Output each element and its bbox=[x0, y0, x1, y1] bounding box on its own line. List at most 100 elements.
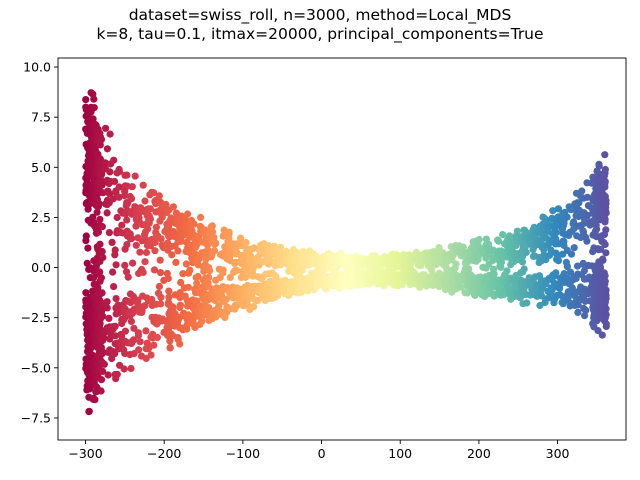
data-point bbox=[108, 238, 116, 246]
data-point bbox=[96, 268, 104, 276]
data-point bbox=[127, 317, 135, 325]
data-point bbox=[93, 208, 101, 216]
data-point bbox=[150, 341, 158, 349]
data-point bbox=[162, 200, 170, 209]
data-point bbox=[573, 262, 582, 270]
data-point bbox=[518, 258, 527, 266]
data-point bbox=[210, 233, 218, 241]
data-point bbox=[98, 223, 106, 231]
data-point bbox=[232, 302, 241, 310]
data-point bbox=[597, 245, 605, 253]
data-point bbox=[596, 264, 605, 272]
data-point bbox=[595, 162, 603, 170]
data-point bbox=[128, 183, 136, 191]
data-point bbox=[232, 258, 240, 266]
data-point bbox=[554, 257, 563, 265]
data-point bbox=[198, 317, 206, 325]
data-point bbox=[582, 306, 590, 314]
data-point bbox=[602, 196, 610, 204]
x-tick-label: 100 bbox=[388, 446, 412, 461]
data-point bbox=[601, 240, 609, 249]
data-point bbox=[563, 213, 571, 221]
points-layer bbox=[82, 89, 610, 416]
data-point bbox=[205, 273, 213, 281]
data-point bbox=[186, 266, 194, 274]
data-point bbox=[580, 267, 589, 275]
data-point bbox=[121, 327, 129, 335]
data-point bbox=[112, 295, 120, 303]
data-point bbox=[106, 130, 114, 138]
data-point bbox=[98, 247, 106, 256]
data-point bbox=[520, 265, 528, 273]
data-point bbox=[135, 346, 143, 354]
data-point bbox=[475, 235, 483, 244]
data-point bbox=[102, 124, 110, 132]
data-point bbox=[601, 277, 609, 285]
data-point bbox=[465, 265, 473, 273]
data-point bbox=[99, 253, 107, 262]
data-point bbox=[560, 219, 568, 227]
y-tick-label: −7.5 bbox=[21, 410, 51, 425]
data-point bbox=[100, 360, 108, 368]
data-point bbox=[150, 189, 158, 197]
data-point bbox=[208, 222, 216, 230]
data-point bbox=[601, 215, 609, 223]
x-tick-label: 200 bbox=[467, 446, 491, 461]
data-point bbox=[575, 199, 583, 207]
y-tick-label: −2.5 bbox=[21, 310, 51, 325]
data-point bbox=[503, 267, 511, 275]
data-point bbox=[152, 223, 160, 231]
data-point bbox=[123, 241, 131, 249]
data-point bbox=[176, 340, 184, 348]
data-point bbox=[105, 314, 113, 322]
x-tick-label: −200 bbox=[147, 446, 181, 461]
data-point bbox=[115, 183, 123, 191]
data-point bbox=[601, 151, 609, 159]
data-point bbox=[601, 272, 609, 280]
y-tick-label: 10.0 bbox=[23, 60, 51, 75]
data-point bbox=[146, 215, 155, 223]
data-point bbox=[598, 331, 606, 339]
data-point bbox=[130, 324, 138, 332]
data-point bbox=[193, 297, 201, 305]
data-point bbox=[210, 247, 219, 255]
data-point bbox=[96, 215, 104, 223]
data-point bbox=[552, 229, 560, 237]
data-point bbox=[165, 287, 173, 295]
data-point bbox=[601, 183, 609, 191]
data-point bbox=[522, 248, 530, 257]
data-point bbox=[554, 205, 563, 213]
data-point bbox=[94, 228, 102, 236]
data-point bbox=[96, 240, 104, 248]
data-point bbox=[459, 243, 467, 251]
data-point bbox=[110, 156, 118, 164]
data-point bbox=[112, 261, 120, 269]
y-axis-ticks: −7.5 −5.0 −2.5 0.0 2.5 5.0 7.5 10.0 bbox=[21, 60, 58, 425]
data-point bbox=[115, 193, 123, 201]
data-point bbox=[99, 367, 107, 375]
data-point bbox=[206, 267, 214, 275]
data-point bbox=[148, 295, 156, 304]
data-point bbox=[574, 212, 583, 221]
data-point bbox=[602, 209, 610, 217]
data-point bbox=[141, 302, 149, 310]
data-point bbox=[153, 333, 161, 342]
data-point bbox=[142, 236, 150, 244]
data-point bbox=[147, 351, 155, 359]
data-point bbox=[272, 272, 280, 281]
data-point bbox=[130, 336, 138, 344]
data-point bbox=[226, 273, 234, 282]
data-point bbox=[111, 177, 119, 186]
data-point bbox=[158, 213, 166, 221]
data-point bbox=[103, 298, 111, 306]
data-point bbox=[601, 165, 610, 174]
data-point bbox=[84, 244, 92, 252]
data-point bbox=[121, 261, 129, 269]
data-point bbox=[182, 260, 190, 268]
data-point bbox=[168, 251, 176, 259]
data-point bbox=[249, 264, 257, 273]
data-point bbox=[150, 266, 159, 274]
data-point bbox=[601, 177, 609, 186]
data-point bbox=[602, 311, 610, 319]
data-point bbox=[578, 187, 586, 195]
